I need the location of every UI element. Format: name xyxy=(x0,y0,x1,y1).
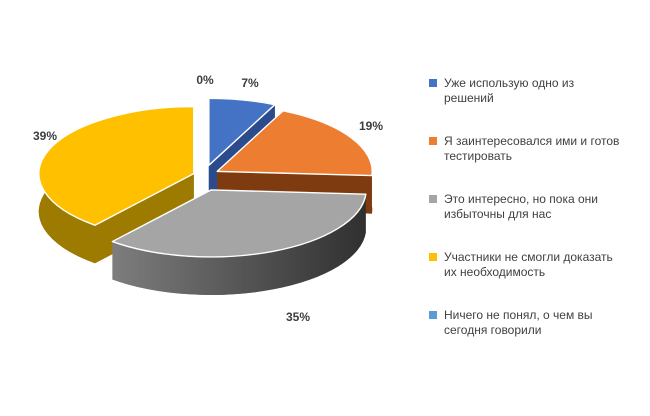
slice-percent-label-5: 0% xyxy=(196,73,214,87)
legend-marker xyxy=(429,311,437,319)
legend-marker xyxy=(429,253,437,261)
legend-label-line: тестировать xyxy=(444,149,512,163)
pie-slice-group-3 xyxy=(111,189,367,295)
legend-item-3[interactable]: Это интересно, но пока они избыточны для… xyxy=(429,192,645,222)
slice-percent-label-1: 7% xyxy=(241,76,259,90)
legend-label: Я заинтересовался ими и готов тестироват… xyxy=(444,134,619,164)
pie-slice-2[interactable] xyxy=(216,110,373,177)
pie-slice-3[interactable] xyxy=(111,189,367,258)
legend-label-line: Уже использую одно из xyxy=(444,76,575,90)
legend-label-line: сегодня говорили xyxy=(444,323,542,337)
legend-label: Уже использую одно из решений xyxy=(444,76,574,106)
slice-percent-label-4: 39% xyxy=(33,129,57,143)
legend-marker xyxy=(429,79,437,87)
legend-label: Это интересно, но пока они избыточны для… xyxy=(444,192,598,222)
legend-item-5[interactable]: Ничего не понял, о чем вы сегодня говори… xyxy=(429,308,645,338)
pie-slice-1[interactable] xyxy=(208,97,276,167)
legend-label-line: их необходимость xyxy=(444,265,546,279)
legend-label-line: Это интересно, но пока они xyxy=(444,192,599,206)
legend-item-2[interactable]: Я заинтересовался ими и готов тестироват… xyxy=(429,134,645,164)
legend-marker xyxy=(429,195,437,203)
legend-marker xyxy=(429,137,437,145)
legend: Уже использую одно из решений Я заинтере… xyxy=(429,76,645,338)
legend-label: Ничего не понял, о чем вы сегодня говори… xyxy=(444,308,593,338)
legend-label-line: решений xyxy=(444,91,494,105)
legend-item-4[interactable]: Участники не смогли доказать их необходи… xyxy=(429,250,645,280)
legend-label-line: Ничего не понял, о чем вы xyxy=(444,308,593,322)
legend-item-1[interactable]: Уже использую одно из решений xyxy=(429,76,645,106)
legend-label-line: Участники не смогли доказать xyxy=(444,250,613,264)
slice-percent-label-3: 35% xyxy=(286,310,310,324)
legend-label-line: избыточны для нас xyxy=(444,207,552,221)
slice-percent-label-2: 19% xyxy=(359,119,383,133)
pie-slice-4[interactable] xyxy=(38,105,195,226)
slice-rim xyxy=(112,194,366,295)
legend-label-line: Я заинтересовался ими и готов xyxy=(444,134,620,148)
legend-label: Участники не смогли доказать их необходи… xyxy=(444,250,613,280)
